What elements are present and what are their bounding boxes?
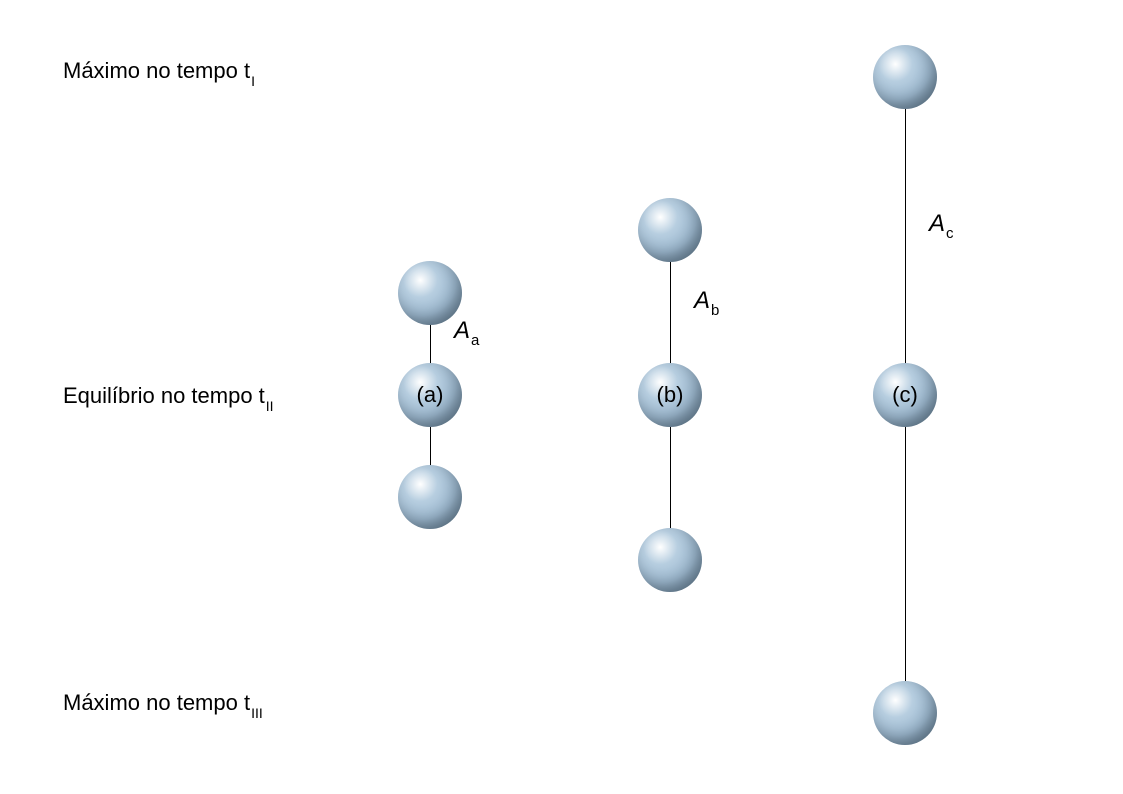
column-c-amp-label: Ac [929,210,953,238]
column-c-amp-main: A [929,210,945,237]
column-a-sphere-mid [398,363,462,427]
label-row-top-sub: I [251,73,255,89]
column-b-sphere-top [638,198,702,262]
label-row-top: Máximo no tempo tI [63,58,254,84]
column-b-amp-label: Ab [694,287,718,315]
column-b-sphere-mid [638,363,702,427]
column-c-sphere-mid [873,363,937,427]
column-a-amp-sub: a [471,332,479,349]
label-row-mid-sub: II [266,398,274,414]
column-a: (a) Aa [430,0,431,794]
label-row-bottom-sub: III [251,705,263,721]
diagram-stage: Máximo no tempo tI Equilíbrio no tempo t… [0,0,1123,794]
column-c-sphere-top [873,45,937,109]
label-row-bottom-main: Máximo no tempo t [63,690,250,715]
column-a-sphere-bottom [398,465,462,529]
column-a-sphere-top [398,261,462,325]
column-c-amp-sub: c [946,225,954,242]
column-b-amp-sub: b [711,302,719,319]
column-b-sphere-bottom [638,528,702,592]
column-a-amp-label: Aa [454,317,478,345]
column-a-amp-main: A [454,317,470,344]
label-row-mid-main: Equilíbrio no tempo t [63,383,265,408]
column-c: (c) Ac [905,0,906,794]
label-row-top-main: Máximo no tempo t [63,58,250,83]
label-row-mid: Equilíbrio no tempo tII [63,383,273,409]
column-c-sphere-bottom [873,681,937,745]
label-row-bottom: Máximo no tempo tIII [63,690,262,716]
column-b-amp-main: A [694,287,710,314]
column-b: (b) Ab [670,0,671,794]
